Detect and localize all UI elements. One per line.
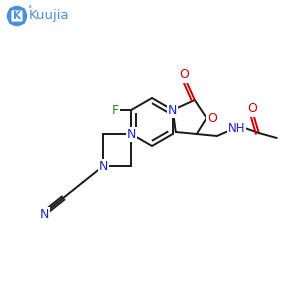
FancyBboxPatch shape: [10, 9, 24, 23]
Text: °: °: [27, 5, 31, 14]
Text: N: N: [168, 103, 178, 116]
Text: F: F: [112, 103, 119, 116]
Text: Kuujia: Kuujia: [29, 10, 70, 22]
Text: O: O: [207, 112, 217, 124]
Text: N: N: [127, 128, 136, 140]
Text: NH: NH: [228, 122, 245, 134]
Text: K: K: [13, 11, 21, 21]
Text: N: N: [98, 160, 108, 172]
Text: O: O: [247, 103, 257, 116]
Text: O: O: [179, 68, 189, 82]
Text: N: N: [40, 208, 49, 220]
